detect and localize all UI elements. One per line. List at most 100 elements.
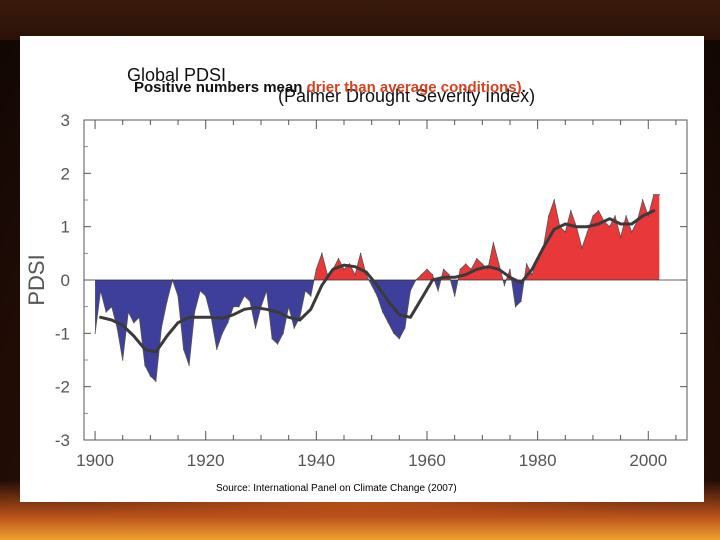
data-point-1937 xyxy=(299,316,301,318)
data-point-1986 xyxy=(570,210,572,212)
data-point-1939 xyxy=(310,295,312,297)
title-main: Global PDSI xyxy=(127,65,227,85)
data-point-1968 xyxy=(470,268,472,270)
data-point-1999 xyxy=(642,199,644,201)
data-point-1972 xyxy=(492,242,494,244)
y-tick-label-3: 3 xyxy=(61,111,70,130)
data-point-1971 xyxy=(487,268,489,270)
x-tick-label-1940: 1940 xyxy=(297,451,335,470)
data-point-1970 xyxy=(481,263,483,265)
x-tick-label-1920: 1920 xyxy=(187,451,225,470)
data-point-1982 xyxy=(548,215,550,217)
subtitle-highlight: drier than average conditions) xyxy=(306,79,522,96)
data-point-1917 xyxy=(188,364,190,366)
data-point-1933 xyxy=(277,343,279,345)
data-point-1929 xyxy=(254,327,257,329)
data-point-1925 xyxy=(232,306,234,308)
data-point-1985 xyxy=(564,231,566,233)
data-point-1907 xyxy=(133,322,135,324)
x-tick-label-1960: 1960 xyxy=(408,451,446,470)
data-point-1966 xyxy=(459,268,461,270)
data-point-1965 xyxy=(454,295,456,297)
data-point-1950 xyxy=(371,284,373,286)
data-point-1994 xyxy=(614,215,616,217)
x-tick-label-2000: 2000 xyxy=(629,451,667,470)
pdsi-chart: -3 -2 -1 0 1 2 3 1900 1920 1940 1960 1980 2000 PDSI xyxy=(24,111,688,470)
data-point-1927 xyxy=(243,295,245,297)
y-tick-label-1: 1 xyxy=(61,218,70,237)
data-point-1993 xyxy=(609,226,611,228)
data-point-1902 xyxy=(105,311,107,313)
data-point-1906 xyxy=(127,311,129,313)
y-tick-label-2: 2 xyxy=(61,164,70,183)
data-point-1977 xyxy=(520,300,522,302)
data-point-1997 xyxy=(631,231,633,233)
series-smoothed-line xyxy=(99,209,656,354)
data-point-1989 xyxy=(586,231,589,233)
x-tick-label-1980: 1980 xyxy=(519,451,557,470)
data-point-1900 xyxy=(94,332,96,334)
data-point-1962 xyxy=(437,290,439,292)
y-tick-label--2: -2 xyxy=(55,378,70,397)
data-point-1996 xyxy=(625,215,627,217)
data-point-1969 xyxy=(476,258,478,260)
data-point-1951 xyxy=(376,295,378,297)
data-point-1956 xyxy=(404,327,406,329)
data-point-1979 xyxy=(531,274,533,276)
data-point-1931 xyxy=(266,290,268,292)
data-point-1967 xyxy=(465,263,467,265)
data-point-1918 xyxy=(194,311,196,313)
data-point-1975 xyxy=(509,268,511,270)
data-point-1913 xyxy=(166,300,168,302)
data-point-1938 xyxy=(304,290,306,292)
data-point-1935 xyxy=(288,306,290,308)
data-point-1912 xyxy=(160,327,162,329)
data-point-1973 xyxy=(498,263,500,265)
subtitle-prefix: Positive numbers mean xyxy=(134,79,307,96)
data-point-1911 xyxy=(155,380,157,382)
data-point-1941 xyxy=(321,252,323,254)
background-top xyxy=(0,0,720,40)
data-point-1909 xyxy=(144,364,146,366)
data-point-1952 xyxy=(382,311,384,313)
data-point-1988 xyxy=(581,247,583,249)
data-point-1983 xyxy=(553,199,555,201)
data-point-1961 xyxy=(431,274,434,276)
data-point-1945 xyxy=(343,268,345,270)
data-point-1919 xyxy=(199,290,201,292)
data-point-1920 xyxy=(205,295,207,297)
data-point-1940 xyxy=(315,268,317,270)
data-point-1960 xyxy=(426,268,428,270)
source-credit: Source: International Panel on Climate C… xyxy=(216,483,457,494)
data-point-1923 xyxy=(221,332,223,334)
y-tick-label-0: 0 xyxy=(61,271,70,290)
data-point-1959 xyxy=(420,274,423,276)
data-point-1916 xyxy=(183,348,185,350)
data-point-1990 xyxy=(592,215,594,217)
data-point-1957 xyxy=(409,290,411,292)
x-tick-label-1900: 1900 xyxy=(76,451,114,470)
data-point-1922 xyxy=(216,348,218,350)
chart-title: Global PDSI (Palmer Drought Severity Ind… xyxy=(20,44,704,128)
data-point-1934 xyxy=(282,332,284,334)
chart-panel: Global PDSI (Palmer Drought Severity Ind… xyxy=(20,36,704,502)
data-point-1910 xyxy=(149,375,151,377)
data-point-1936 xyxy=(293,327,295,329)
chart-subtitle: Positive numbers mean drier than average… xyxy=(134,79,526,96)
data-point-1928 xyxy=(249,300,251,302)
data-point-1924 xyxy=(227,322,229,324)
y-tick-label--3: -3 xyxy=(55,431,70,450)
data-point-1908 xyxy=(138,316,140,318)
data-point-1915 xyxy=(177,295,179,297)
data-point-1954 xyxy=(393,332,395,334)
data-point-1964 xyxy=(448,274,450,276)
data-point-1903 xyxy=(111,306,113,308)
series-annual-negative-area xyxy=(95,280,660,382)
title-parenthetical: (Palmer Drought Severity Index) xyxy=(278,86,536,106)
data-point-2002 xyxy=(658,194,660,196)
data-point-1948 xyxy=(360,252,362,254)
data-point-1932 xyxy=(271,338,273,340)
data-point-1947 xyxy=(354,274,356,276)
data-point-1991 xyxy=(597,210,600,212)
data-point-1904 xyxy=(116,327,118,329)
